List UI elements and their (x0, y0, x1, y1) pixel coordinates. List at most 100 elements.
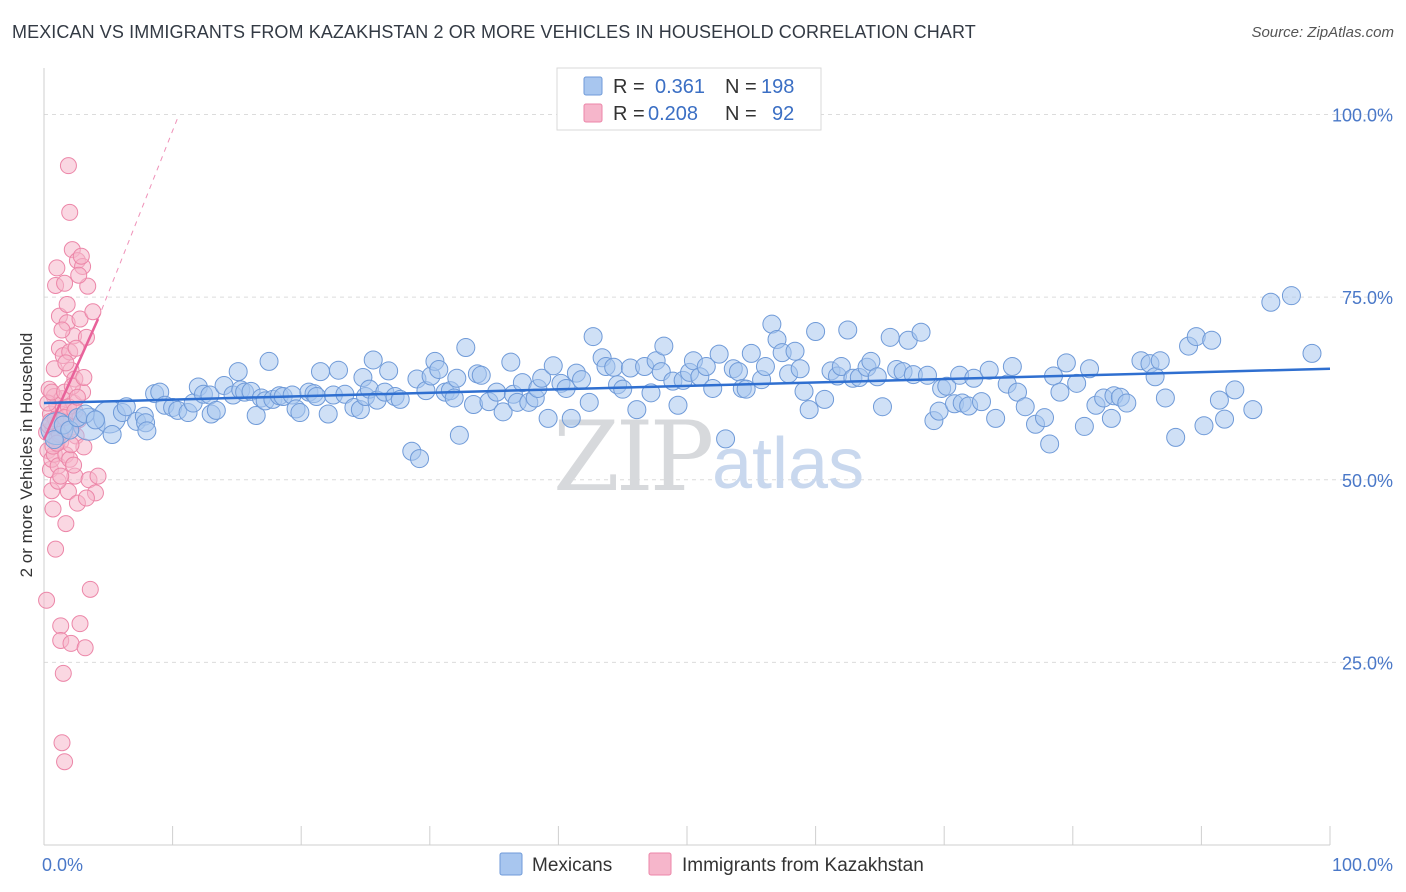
mexicans-point-117 (716, 429, 736, 449)
kazakhstan-point-30 (57, 515, 75, 533)
chart-source: Source: ZipAtlas.com (1251, 24, 1394, 41)
mexicans-point-194 (1215, 409, 1235, 429)
mexicans-point-195 (1225, 380, 1245, 400)
mexicans-point-57 (379, 361, 399, 381)
mexicans-point-31 (246, 405, 266, 425)
mexicans-point-145 (880, 327, 900, 347)
mexicans-point-72 (456, 338, 476, 358)
kazakhstan-point-36 (61, 203, 79, 221)
legend-n-label-1: N = (725, 76, 757, 98)
kazakhstan-point-77 (72, 247, 90, 265)
mexicans-point-137 (831, 357, 851, 377)
kazakhstan-point-68 (54, 664, 72, 682)
mexicans-point-121 (736, 379, 756, 399)
mexicans-point-27 (228, 362, 248, 382)
kazakhstan-point-34 (59, 482, 77, 500)
mexicans-point-62 (410, 449, 430, 469)
mexicans-point-71 (449, 425, 469, 445)
chart-title: MEXICAN VS IMMIGRANTS FROM KAZAKHSTAN 2 … (12, 22, 976, 42)
kazakhstan-point-91 (89, 467, 107, 485)
mexicans-point-176 (1080, 359, 1100, 379)
mexicans-point-187 (1155, 388, 1175, 408)
mexicans-point-190 (1186, 327, 1206, 347)
kazakhstan-point-38 (62, 634, 80, 652)
x-tick-labels: 0.0% 100.0% (42, 855, 1393, 875)
mexicans-point-193 (1209, 390, 1229, 410)
mexicans-point-119 (728, 362, 748, 382)
kazakhstan-point-20 (52, 617, 70, 635)
mexicans-point-163 (986, 408, 1006, 428)
kazakhstan-point-79 (77, 489, 95, 507)
mexicans-point-114 (696, 357, 716, 377)
mexicans-point-24 (206, 400, 226, 420)
kazakhstan-point-78 (75, 368, 93, 386)
legend-n-label-2: N = (725, 103, 757, 125)
mexicans-point-138 (838, 320, 858, 340)
legend-n-value-2: 92 (772, 103, 794, 125)
legend-swatch-kazakhstan (583, 103, 603, 123)
kazakhstan-points (38, 157, 107, 771)
mexicans-point-47 (328, 360, 348, 380)
legend-r-value-2: 0.208 (648, 103, 698, 125)
mexicans-point-169 (1035, 408, 1055, 428)
mexicans-point-86 (532, 368, 552, 388)
legend-n-value-1: 198 (761, 76, 794, 98)
mexicans-point-133 (806, 321, 826, 341)
mexicans-point-143 (867, 367, 887, 387)
kazakhstan-point-24 (53, 734, 71, 752)
mexicans-point-40 (290, 403, 310, 423)
mexicans-point-129 (785, 341, 805, 361)
mexicans-point-66 (429, 359, 449, 379)
mexicans-point-45 (318, 404, 338, 424)
kazakhstan-point-12 (47, 540, 65, 558)
kazakhstan-point-27 (56, 274, 74, 292)
mexicans-point-94 (579, 392, 599, 412)
mexicans-point-179 (1101, 408, 1121, 428)
kazakhstan-point-58 (81, 580, 99, 598)
kazakhstan-point-54 (76, 639, 94, 657)
mexicans-point-115 (703, 378, 723, 398)
mexicans-point-6 (102, 424, 122, 444)
mexicans-point-109 (668, 395, 688, 415)
legend-r-label-1: R = (613, 76, 645, 98)
kazakhstan-point-90 (38, 591, 56, 609)
mexicans-point-130 (790, 359, 810, 379)
legend-r-label-2: R = (613, 103, 645, 125)
mexicans-point-167 (1015, 397, 1035, 417)
mexicans-point-192 (1202, 330, 1222, 350)
mexicans-point-95 (583, 327, 603, 347)
mexicans-point-150 (911, 322, 931, 342)
mexicans-point-88 (543, 356, 563, 376)
mexicans-points (40, 286, 1322, 469)
kazakhstan-point-56 (79, 277, 97, 295)
mexicans-point-54 (363, 350, 383, 370)
x-tick-label-1: 100.0% (1332, 855, 1393, 875)
bottom-legend-swatch-mexicans (499, 852, 523, 876)
mexicans-point-191 (1194, 416, 1214, 436)
kazakhstan-point-15 (48, 259, 66, 277)
bottom-legend-swatch-kazakhstan (648, 852, 672, 876)
mexicans-point-102 (627, 400, 647, 420)
mexicans-point-188 (1166, 427, 1186, 447)
mexicans-point-34 (259, 351, 279, 371)
mexicans-point-182 (1117, 393, 1137, 413)
mexicans-point-93 (572, 370, 592, 390)
mexicans-point-132 (799, 400, 819, 420)
mexicans-point-197 (1243, 400, 1263, 420)
mexicans-point-186 (1150, 351, 1170, 371)
mexicans-point-70 (447, 368, 467, 388)
mexicans-point-5 (85, 410, 105, 430)
mexicans-point-174 (1067, 373, 1087, 393)
x-tick-label-0: 0.0% (42, 855, 83, 875)
kazakhstan-point-49 (71, 310, 89, 328)
mexicans-point-73 (464, 395, 484, 415)
y-tick-label-0: 25.0% (1342, 653, 1393, 673)
mexicans-point-173 (1056, 353, 1076, 373)
trend-lines (42, 114, 1331, 441)
mexicans-point-196 (1261, 292, 1281, 312)
kazakhstan-point-8 (44, 500, 62, 518)
mexicans-point-185 (1145, 367, 1165, 387)
kazakhstan-point-70 (58, 295, 76, 313)
mexicans-point-98 (604, 357, 624, 377)
watermark: ZIP atlas (553, 401, 864, 513)
